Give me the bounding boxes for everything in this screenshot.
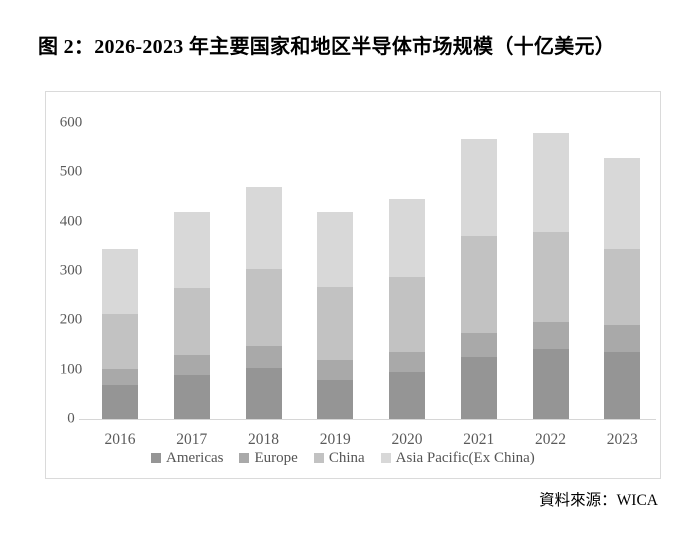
legend-label: Americas [166, 449, 224, 466]
bar-segment-china [460, 236, 497, 333]
legend-label: Asia Pacific(Ex China) [395, 449, 535, 466]
y-tick-label: 0 [67, 410, 75, 427]
legend-label: Europe [254, 449, 298, 466]
x-tick-label: 2020 [391, 431, 423, 448]
x-tick-label: 2018 [248, 431, 279, 448]
bar-segment-china [102, 314, 138, 369]
bar-segment-asia-pacific-ex-china [604, 157, 641, 249]
legend-item: China [313, 449, 365, 466]
bar-segment-americas [245, 368, 282, 419]
legend-swatch-icon [239, 453, 250, 463]
bar-segment-europe [102, 368, 138, 385]
bar-segment-americas [389, 372, 425, 419]
bar-segment-asia-pacific-ex-china [317, 211, 354, 287]
bar-segment-americas [532, 348, 569, 419]
x-tick-label: 2023 [606, 431, 638, 448]
bar-segment-americas [317, 379, 354, 419]
bar-segment-asia-pacific-ex-china [102, 248, 138, 315]
y-tick-label: 100 [59, 361, 83, 378]
legend-swatch-icon [380, 453, 391, 463]
y-tick-label: 200 [59, 311, 83, 328]
y-tick-label: 300 [59, 262, 83, 279]
bar-segment-americas [604, 352, 641, 419]
bar-segment-china [173, 288, 210, 355]
x-tick-label: 2019 [319, 431, 351, 448]
bar-segment-china [245, 268, 282, 347]
bar-segment-china [604, 248, 641, 326]
y-tick-label: 400 [59, 213, 83, 230]
bar-segment-europe [245, 346, 282, 369]
bar-segment-china [389, 276, 425, 353]
bar-segment-americas [173, 374, 210, 419]
bar-segment-europe [532, 321, 569, 349]
bar-segment-asia-pacific-ex-china [245, 187, 282, 269]
legend-swatch-icon [151, 453, 161, 463]
x-tick-label: 2021 [463, 431, 495, 448]
y-tick-label: 500 [59, 163, 83, 180]
x-axis-line [79, 419, 656, 420]
bar-segment-asia-pacific-ex-china [173, 211, 210, 289]
legend-item: Asia Pacific(Ex China) [380, 449, 535, 466]
x-tick-label: 2022 [535, 431, 566, 448]
bar-segment-china [317, 286, 354, 360]
bar-segment-china [532, 231, 569, 322]
figure-title: 图 2：2026-2023 年主要国家和地区半导体市场规模（十亿美元） [38, 36, 616, 58]
chart-area: 0 100 200 300 400 500 600 2016 2017 2018 2019 2020… [45, 91, 661, 479]
legend: Americas Europe China Asia Pacific(Ex China… [151, 449, 535, 467]
legend-item: Europe [239, 449, 298, 466]
bar-segment-europe [389, 352, 425, 373]
bar-segment-americas [102, 384, 138, 419]
legend-label: China [328, 449, 365, 466]
x-tick-label: 2017 [176, 431, 208, 448]
y-tick-label: 600 [59, 114, 83, 131]
bar-segment-americas [460, 357, 497, 419]
x-tick-label: 2016 [104, 431, 136, 448]
bar-segment-europe [173, 354, 210, 375]
bar-segment-europe [460, 332, 497, 358]
bar-segment-asia-pacific-ex-china [532, 132, 569, 232]
legend-swatch-icon [313, 453, 324, 463]
bar-segment-europe [317, 359, 354, 380]
bar-segment-asia-pacific-ex-china [389, 199, 425, 277]
bar-segment-asia-pacific-ex-china [460, 139, 497, 237]
legend-item: Americas [151, 449, 224, 466]
source-note: 資料來源：WICA [539, 492, 658, 509]
bar-segment-europe [604, 325, 641, 353]
